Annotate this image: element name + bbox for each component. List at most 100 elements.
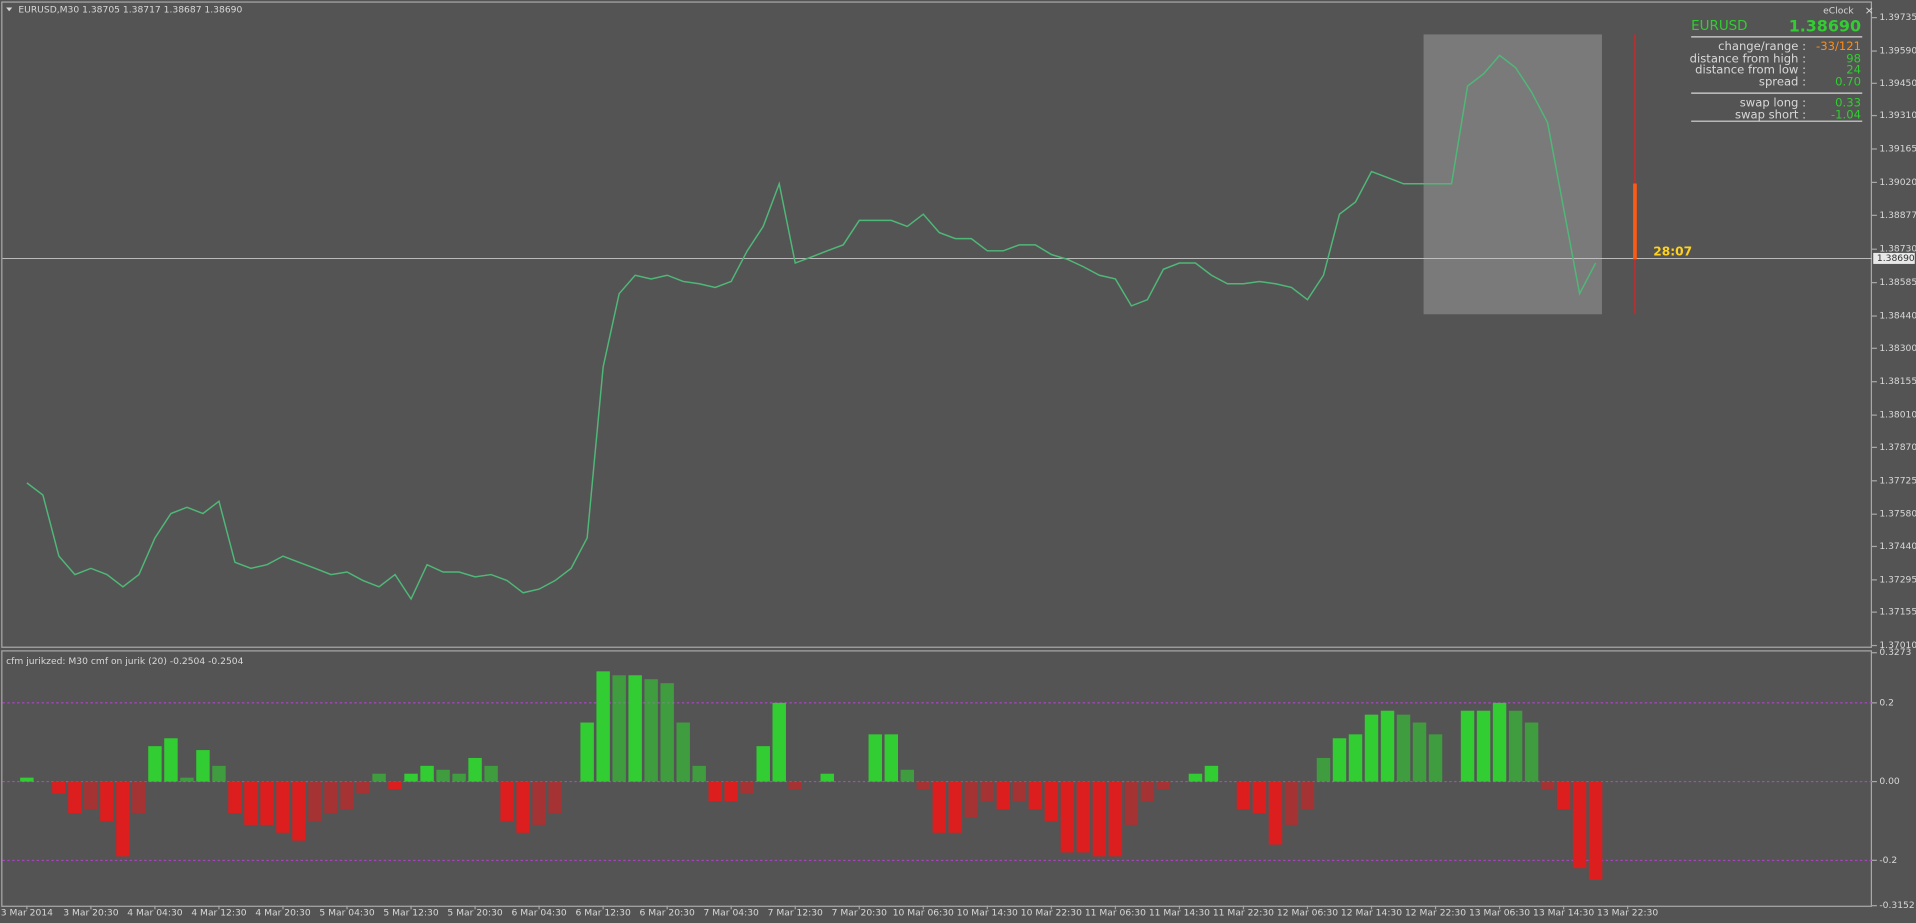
histogram-bar bbox=[1572, 781, 1587, 869]
info-label: distance from low : bbox=[1695, 62, 1806, 76]
indicator-panel-frame bbox=[1, 650, 1873, 907]
histogram-bar bbox=[820, 773, 834, 782]
chart-header: EURUSD,M30 1.38705 1.38717 1.38687 1.386… bbox=[18, 4, 242, 15]
x-tick-label: 11 Mar 22:30 bbox=[1213, 908, 1274, 919]
price-panel-frame bbox=[1, 1, 1873, 648]
histogram-bar bbox=[628, 675, 642, 782]
histogram-bar bbox=[1332, 738, 1347, 782]
histogram-bar bbox=[356, 781, 370, 794]
y-tick-label: 1.39735 bbox=[1879, 12, 1916, 23]
y-tick-label: 1.38730 bbox=[1879, 244, 1916, 255]
histogram-bar bbox=[1460, 710, 1475, 782]
info-label: swap short : bbox=[1735, 108, 1806, 122]
histogram-bar bbox=[1428, 734, 1443, 782]
info-value: 0.33 bbox=[1835, 95, 1861, 109]
histogram-bar bbox=[948, 781, 963, 833]
x-tick-label: 4 Mar 04:30 bbox=[127, 908, 182, 919]
histogram-bar bbox=[436, 769, 450, 782]
x-tick-label: 13 Mar 22:30 bbox=[1597, 908, 1658, 919]
x-tick-label: 12 Mar 22:30 bbox=[1405, 908, 1466, 919]
histogram-bar bbox=[244, 781, 258, 825]
histogram-bar bbox=[964, 781, 979, 818]
x-tick-label: 7 Mar 04:30 bbox=[704, 908, 759, 919]
y-tick-label: 1.37010 bbox=[1879, 640, 1916, 651]
y-tick-label: 1.37155 bbox=[1879, 607, 1916, 618]
close-button[interactable]: × bbox=[1865, 4, 1874, 17]
histogram-bar bbox=[228, 781, 242, 814]
histogram-bar bbox=[1348, 734, 1363, 782]
histogram-bar bbox=[724, 781, 738, 802]
histogram-bar bbox=[1108, 781, 1123, 857]
x-tick-label: 13 Mar 14:30 bbox=[1533, 908, 1594, 919]
histogram-bar bbox=[1012, 781, 1027, 802]
histogram-bar bbox=[580, 722, 594, 782]
histogram-bar bbox=[884, 734, 899, 782]
histogram-bar bbox=[692, 765, 706, 782]
histogram-bar bbox=[372, 773, 386, 782]
y-tick-label: 1.38010 bbox=[1879, 410, 1916, 421]
y-tick-label: 1.38300 bbox=[1879, 343, 1916, 354]
histogram-bar bbox=[1476, 710, 1491, 782]
histogram-bar bbox=[1140, 781, 1155, 802]
histogram-bar bbox=[916, 781, 931, 790]
x-tick-label: 11 Mar 14:30 bbox=[1149, 908, 1210, 919]
histogram-bar bbox=[644, 679, 658, 782]
histogram-bar bbox=[1028, 781, 1043, 810]
y-tick-label: -0.3152 bbox=[1879, 900, 1914, 911]
histogram-bar bbox=[404, 773, 418, 782]
histogram-bar bbox=[1060, 781, 1075, 853]
histogram-bar bbox=[548, 781, 562, 814]
info-label: change/range : bbox=[1718, 39, 1806, 53]
histogram-bar bbox=[484, 765, 498, 782]
histogram-bar bbox=[532, 781, 546, 825]
histogram-bar bbox=[516, 781, 530, 833]
histogram-bar bbox=[932, 781, 947, 833]
histogram-bar bbox=[500, 781, 514, 821]
y-tick-label: 1.37440 bbox=[1879, 541, 1916, 552]
histogram-bar bbox=[292, 781, 306, 841]
x-tick-label: 7 Mar 12:30 bbox=[768, 908, 823, 919]
histogram-bar bbox=[212, 765, 226, 782]
histogram-bar bbox=[1188, 773, 1203, 782]
x-tick-label: 6 Mar 12:30 bbox=[575, 908, 630, 919]
x-tick-label: 10 Mar 14:30 bbox=[957, 908, 1018, 919]
histogram-bar bbox=[1524, 722, 1539, 782]
histogram-bar bbox=[1092, 781, 1107, 857]
histogram-bar bbox=[196, 750, 210, 782]
y-tick-label: 1.39165 bbox=[1879, 143, 1916, 154]
x-tick-label: 6 Mar 20:30 bbox=[640, 908, 695, 919]
histogram-bar bbox=[116, 781, 130, 857]
histogram-bar bbox=[1412, 722, 1427, 782]
y-tick-label: 1.39310 bbox=[1879, 110, 1916, 121]
histogram-bar bbox=[1492, 702, 1507, 782]
histogram-bar bbox=[468, 757, 482, 782]
histogram-bar bbox=[132, 781, 146, 814]
x-tick-label: 5 Mar 04:30 bbox=[319, 908, 374, 919]
y-tick-label: -0.2 bbox=[1879, 855, 1897, 866]
x-tick-label: 3 Mar 2014 bbox=[1, 908, 53, 919]
histogram-bar bbox=[84, 781, 98, 810]
y-tick-label: 1.37295 bbox=[1879, 574, 1916, 585]
x-tick-label: 12 Mar 06:30 bbox=[1277, 908, 1338, 919]
histogram-bar bbox=[1556, 781, 1571, 810]
y-tick-label: 1.37870 bbox=[1879, 442, 1916, 453]
histogram-bar bbox=[420, 765, 434, 782]
histogram-bar bbox=[148, 746, 162, 782]
info-label: spread : bbox=[1759, 75, 1806, 89]
histogram-bar bbox=[980, 781, 995, 802]
info-value: 0.70 bbox=[1835, 75, 1861, 89]
histogram-bar bbox=[1204, 765, 1219, 782]
panel-title: eClock bbox=[1823, 6, 1854, 17]
histogram-bar bbox=[1044, 781, 1059, 821]
histogram-bar bbox=[68, 781, 82, 814]
y-tick-label: 1.37580 bbox=[1879, 509, 1916, 520]
x-tick-label: 4 Mar 20:30 bbox=[255, 908, 310, 919]
y-tick-label: 1.38440 bbox=[1879, 311, 1916, 322]
histogram-bar bbox=[20, 777, 34, 782]
histogram-bar bbox=[260, 781, 274, 825]
timer-bar bbox=[1633, 183, 1637, 260]
menu-arrow[interactable] bbox=[6, 7, 13, 12]
histogram-bar bbox=[1268, 781, 1283, 845]
